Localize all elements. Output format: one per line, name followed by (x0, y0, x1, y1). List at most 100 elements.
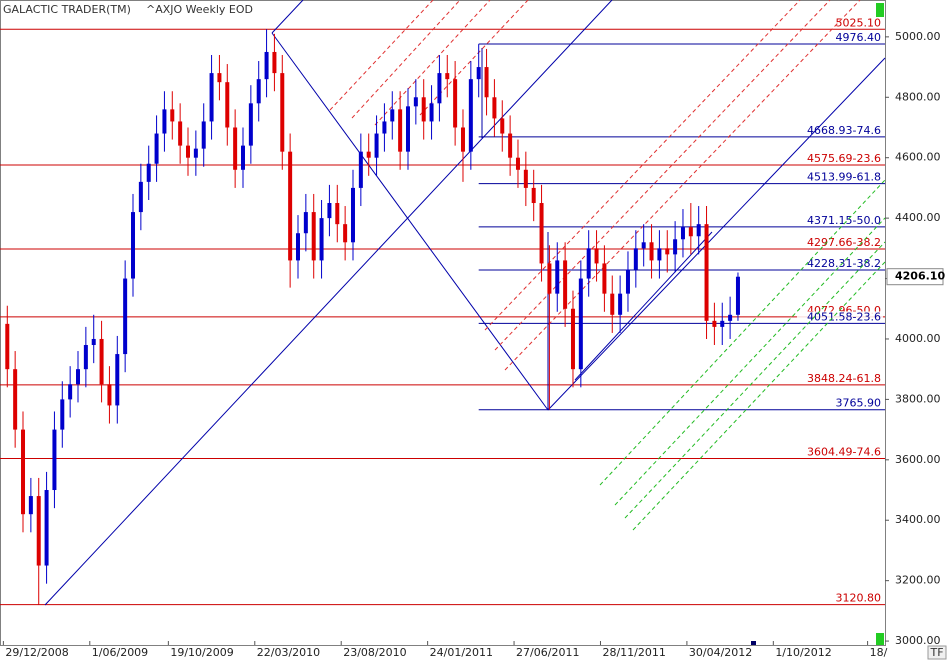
candle-body (508, 133, 513, 158)
candle-body (492, 97, 497, 119)
level-label-bg (797, 237, 883, 249)
candle-body (374, 133, 379, 158)
candle-body (696, 224, 701, 237)
candle-body (280, 73, 285, 152)
candle-body (60, 399, 65, 430)
candle-body (350, 187, 355, 243)
candle-body (248, 103, 253, 146)
candle-body (28, 496, 33, 515)
candle-body (665, 248, 670, 255)
candle-body (256, 79, 261, 104)
candle-body (185, 145, 190, 158)
trend-line (271, 0, 304, 34)
corner-button[interactable] (876, 633, 884, 645)
fork-line (624, 241, 886, 519)
x-tick-label: 27/06/2011 (516, 646, 579, 659)
level-label-bg (797, 214, 883, 226)
y-tick-label: 3600.00 (895, 453, 941, 466)
level-label: 3848.24-61.8 (807, 372, 881, 385)
candle-body (704, 224, 709, 321)
candle-body (673, 239, 678, 255)
trend-line (44, 0, 613, 606)
corner-button[interactable] (876, 3, 884, 17)
candle-body (146, 163, 151, 182)
candle-body (547, 263, 552, 294)
candle-body (295, 233, 300, 261)
candle-body (162, 109, 167, 134)
tf-button[interactable] (927, 645, 947, 660)
candle-body (178, 121, 183, 146)
candle-body (123, 278, 128, 355)
candle-body (445, 73, 450, 80)
x-tick-label: 29/12/2008 (5, 646, 68, 659)
y-tick-label: 5000.00 (895, 30, 941, 43)
candle-body (201, 121, 206, 149)
last-price-label: 4206.10 (895, 270, 945, 283)
y-tick-label: 3800.00 (895, 392, 941, 405)
candle-body (303, 212, 308, 234)
candle-body (327, 203, 332, 219)
candle-body (13, 369, 18, 430)
candle-body (382, 121, 387, 134)
x-tick-label: 1/06/2009 (92, 646, 148, 659)
candle-body (680, 227, 685, 240)
candle-body (99, 338, 104, 385)
candle-body (429, 103, 434, 122)
candle-body (154, 133, 159, 164)
candle-body (52, 429, 57, 491)
x-tick-label: 23/08/2010 (343, 646, 406, 659)
level-label-bg (797, 124, 883, 136)
trend-line (271, 32, 549, 411)
candle-body (484, 67, 489, 98)
y-tick-label: 4000.00 (895, 332, 941, 345)
candle-body (319, 218, 324, 261)
candle-body (515, 157, 520, 170)
candle-body (610, 293, 615, 315)
candle-body (476, 67, 481, 80)
candle-body (728, 314, 733, 321)
candle-body (91, 338, 96, 346)
level-label-bg (797, 153, 883, 165)
fork-line (614, 217, 886, 506)
candle-body (531, 187, 536, 204)
level-label: 4668.93-74.6 (807, 124, 881, 137)
candle-body (288, 151, 293, 261)
candle-body (209, 73, 214, 122)
level-label: 3604.49-74.6 (807, 445, 881, 458)
candle-body (107, 384, 112, 406)
candle-body (570, 308, 575, 370)
level-label: 4513.99-61.8 (807, 171, 881, 184)
level-label-bg (797, 257, 883, 269)
candle-body (5, 323, 10, 370)
candle-body (468, 79, 473, 152)
candle-body (217, 73, 222, 83)
level-label-bg (797, 17, 883, 29)
candle-body (649, 242, 654, 261)
level-label-bg (797, 31, 883, 43)
y-tick-label: 4800.00 (895, 90, 941, 103)
candle-body (83, 345, 88, 370)
tf-button-label: TF (929, 646, 943, 659)
last-price-box (886, 268, 944, 286)
trend-line (574, 231, 713, 381)
candle-body (641, 242, 646, 249)
candle-body (720, 320, 725, 327)
candle-body (688, 227, 693, 237)
level-label: 4228.31-38.2 (807, 257, 881, 270)
level-label-bg (797, 446, 883, 458)
candle-body (453, 79, 458, 128)
candle-body (413, 97, 418, 107)
candle-body (460, 127, 465, 152)
candle-body (233, 127, 238, 170)
fork-line (632, 261, 886, 531)
candle-body (735, 276, 740, 315)
candles (5, 29, 740, 605)
candle-body (500, 118, 505, 134)
level-label: 3120.80 (836, 592, 882, 605)
chart-subtitle: ^AXJO Weekly EOD (146, 3, 253, 16)
candle-body (138, 181, 143, 213)
y-tick-label: 3400.00 (895, 513, 941, 526)
candle-body (633, 248, 638, 270)
candle-body (437, 73, 442, 104)
y-tick-label: 4400.00 (895, 211, 941, 224)
